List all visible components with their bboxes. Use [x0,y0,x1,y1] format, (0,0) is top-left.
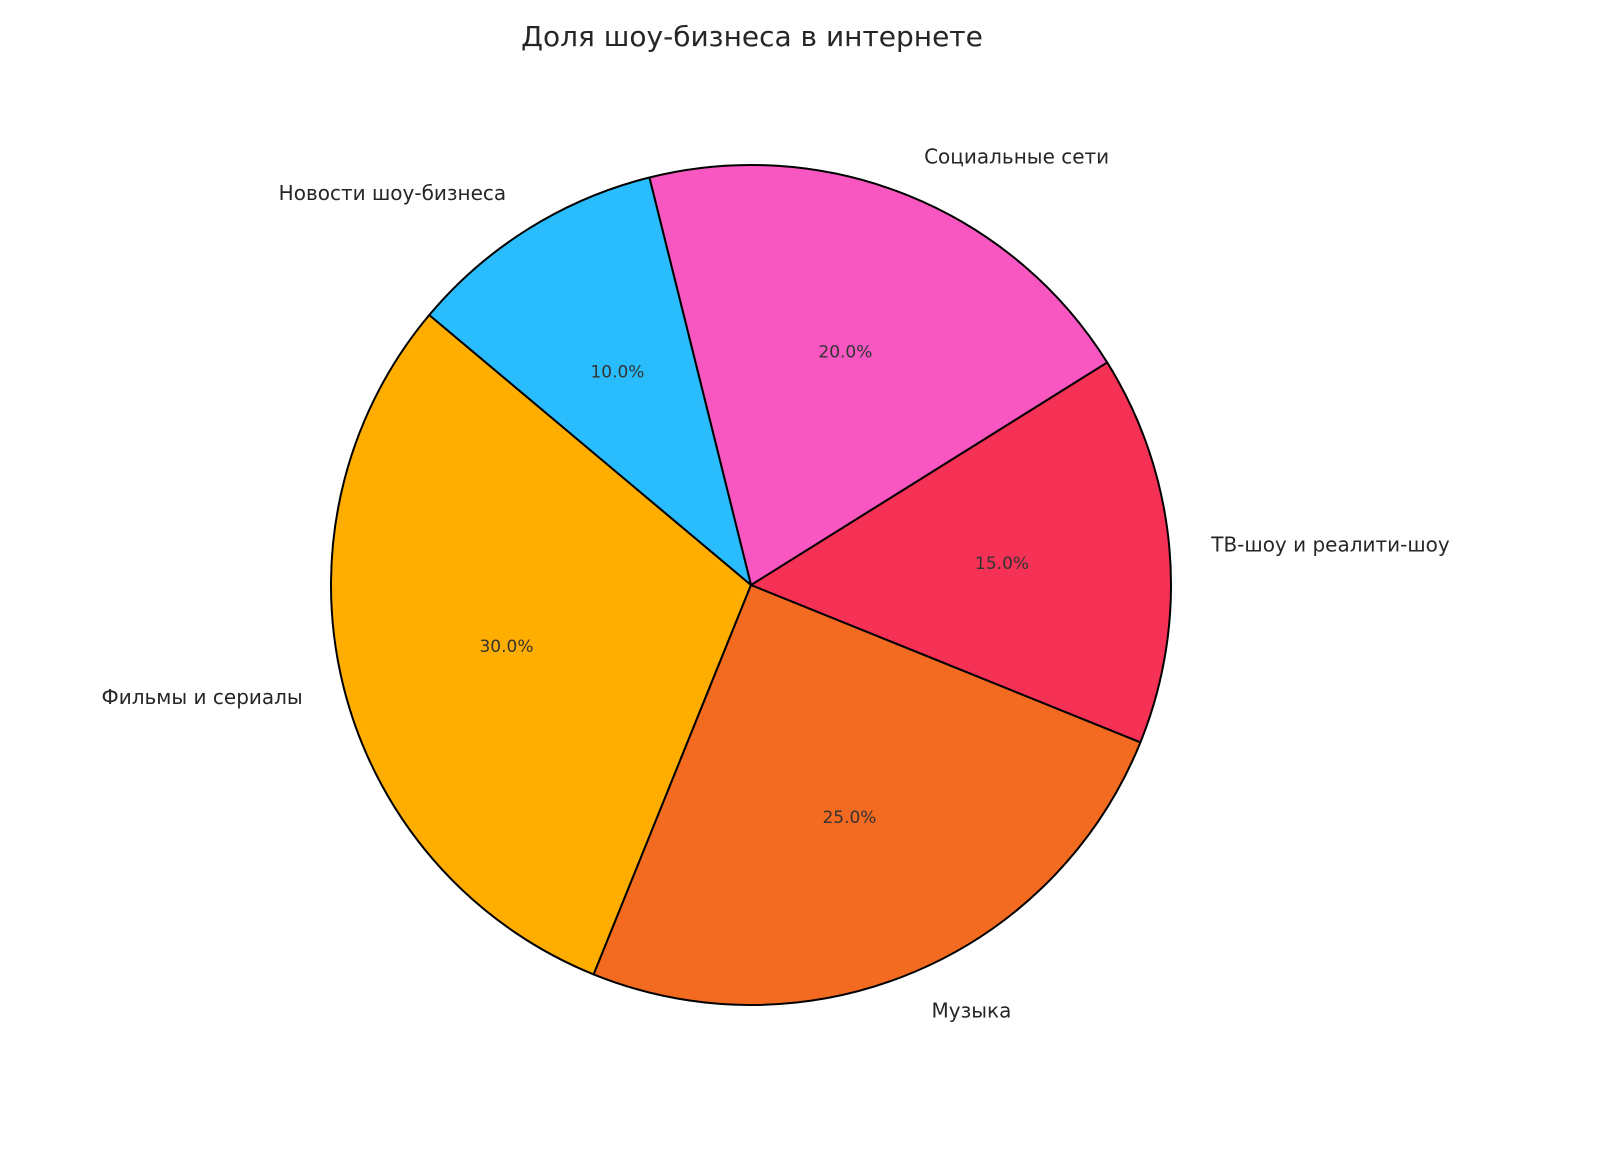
pie-slice [428,176,752,586]
pie-slice [648,164,1109,586]
slice-percent-label: 15.0% [975,554,1029,574]
slice-percent-label: 20.0% [818,342,872,362]
slice-percent-label: 25.0% [822,808,876,828]
pie-slice [330,314,752,976]
slice-percent-label: 10.0% [590,362,644,382]
slice-label: Новости шоу-бизнеса [279,181,507,205]
pie-slice [750,361,1172,744]
slice-label: ТВ-шоу и реалити-шоу [1210,533,1450,557]
pie-slice [592,584,1142,1006]
slice-label: Социальные сети [924,145,1109,169]
slice-label: Фильмы и сериалы [102,685,303,709]
slice-label: Музыка [932,998,1012,1022]
slice-percent-label: 30.0% [479,637,533,657]
chart-title: Доля шоу-бизнеса в интернете [521,20,983,53]
